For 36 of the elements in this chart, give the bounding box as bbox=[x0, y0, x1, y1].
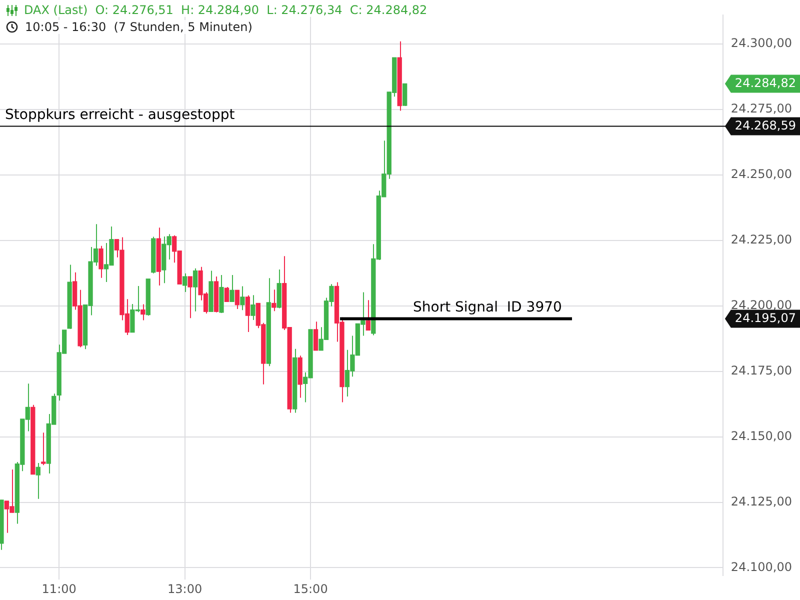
candlestick bbox=[250, 294, 256, 321]
candlestick bbox=[188, 276, 192, 319]
y-tick-label: 24.200,00 bbox=[730, 298, 792, 312]
y-tick-label: 24.300,00 bbox=[730, 36, 792, 50]
y-tick-label: 24.175,00 bbox=[730, 363, 792, 378]
candlestick bbox=[36, 462, 40, 500]
y-tick-label: 24.275,00 bbox=[730, 102, 792, 116]
text: 24.284,82 bbox=[734, 76, 796, 90]
x-tick-label: 11:00 bbox=[42, 582, 76, 596]
candlestick bbox=[41, 432, 46, 466]
candlestick bbox=[98, 245, 104, 278]
text: 24.268,59 bbox=[734, 118, 796, 132]
candlestick bbox=[230, 274, 234, 302]
ref-line-label: Stoppkurs erreicht - ausgestoppt bbox=[5, 106, 236, 123]
candlestick bbox=[192, 268, 198, 312]
candlestick bbox=[182, 272, 188, 292]
x-tick-label: 15:00 bbox=[293, 582, 328, 596]
candlestick bbox=[224, 286, 230, 302]
x-tick-label: 13:00 bbox=[168, 582, 202, 596]
candlestick bbox=[140, 304, 146, 321]
y-tick-label: 24.150,00 bbox=[730, 428, 792, 443]
chart-title: DAX (Last) O: 24.276,51 H: 24.284,90 L: 24.276,34 C: 24.284,82 bbox=[24, 3, 428, 17]
candlestick bbox=[234, 290, 240, 310]
y-tick-label: 24.225,00 bbox=[730, 232, 792, 247]
candlestick bbox=[272, 289, 276, 312]
y-tick-label: 24.250,00 bbox=[730, 167, 792, 182]
chart-subtitle: 10:05 - 16:30 (7 Stunden, 5 Minuten) bbox=[25, 20, 252, 34]
candlestick bbox=[402, 83, 408, 106]
text: 24.195,07 bbox=[734, 310, 796, 325]
candlestick bbox=[240, 286, 245, 311]
candlestick bbox=[313, 321, 318, 351]
candlestick bbox=[245, 294, 250, 333]
ref-line-label: Short Signal ID 3970 bbox=[413, 299, 562, 316]
y-tick-label: 24.100,00 bbox=[730, 560, 792, 574]
y-tick-label: 24.125,00 bbox=[730, 494, 792, 508]
candlestick bbox=[366, 300, 370, 331]
